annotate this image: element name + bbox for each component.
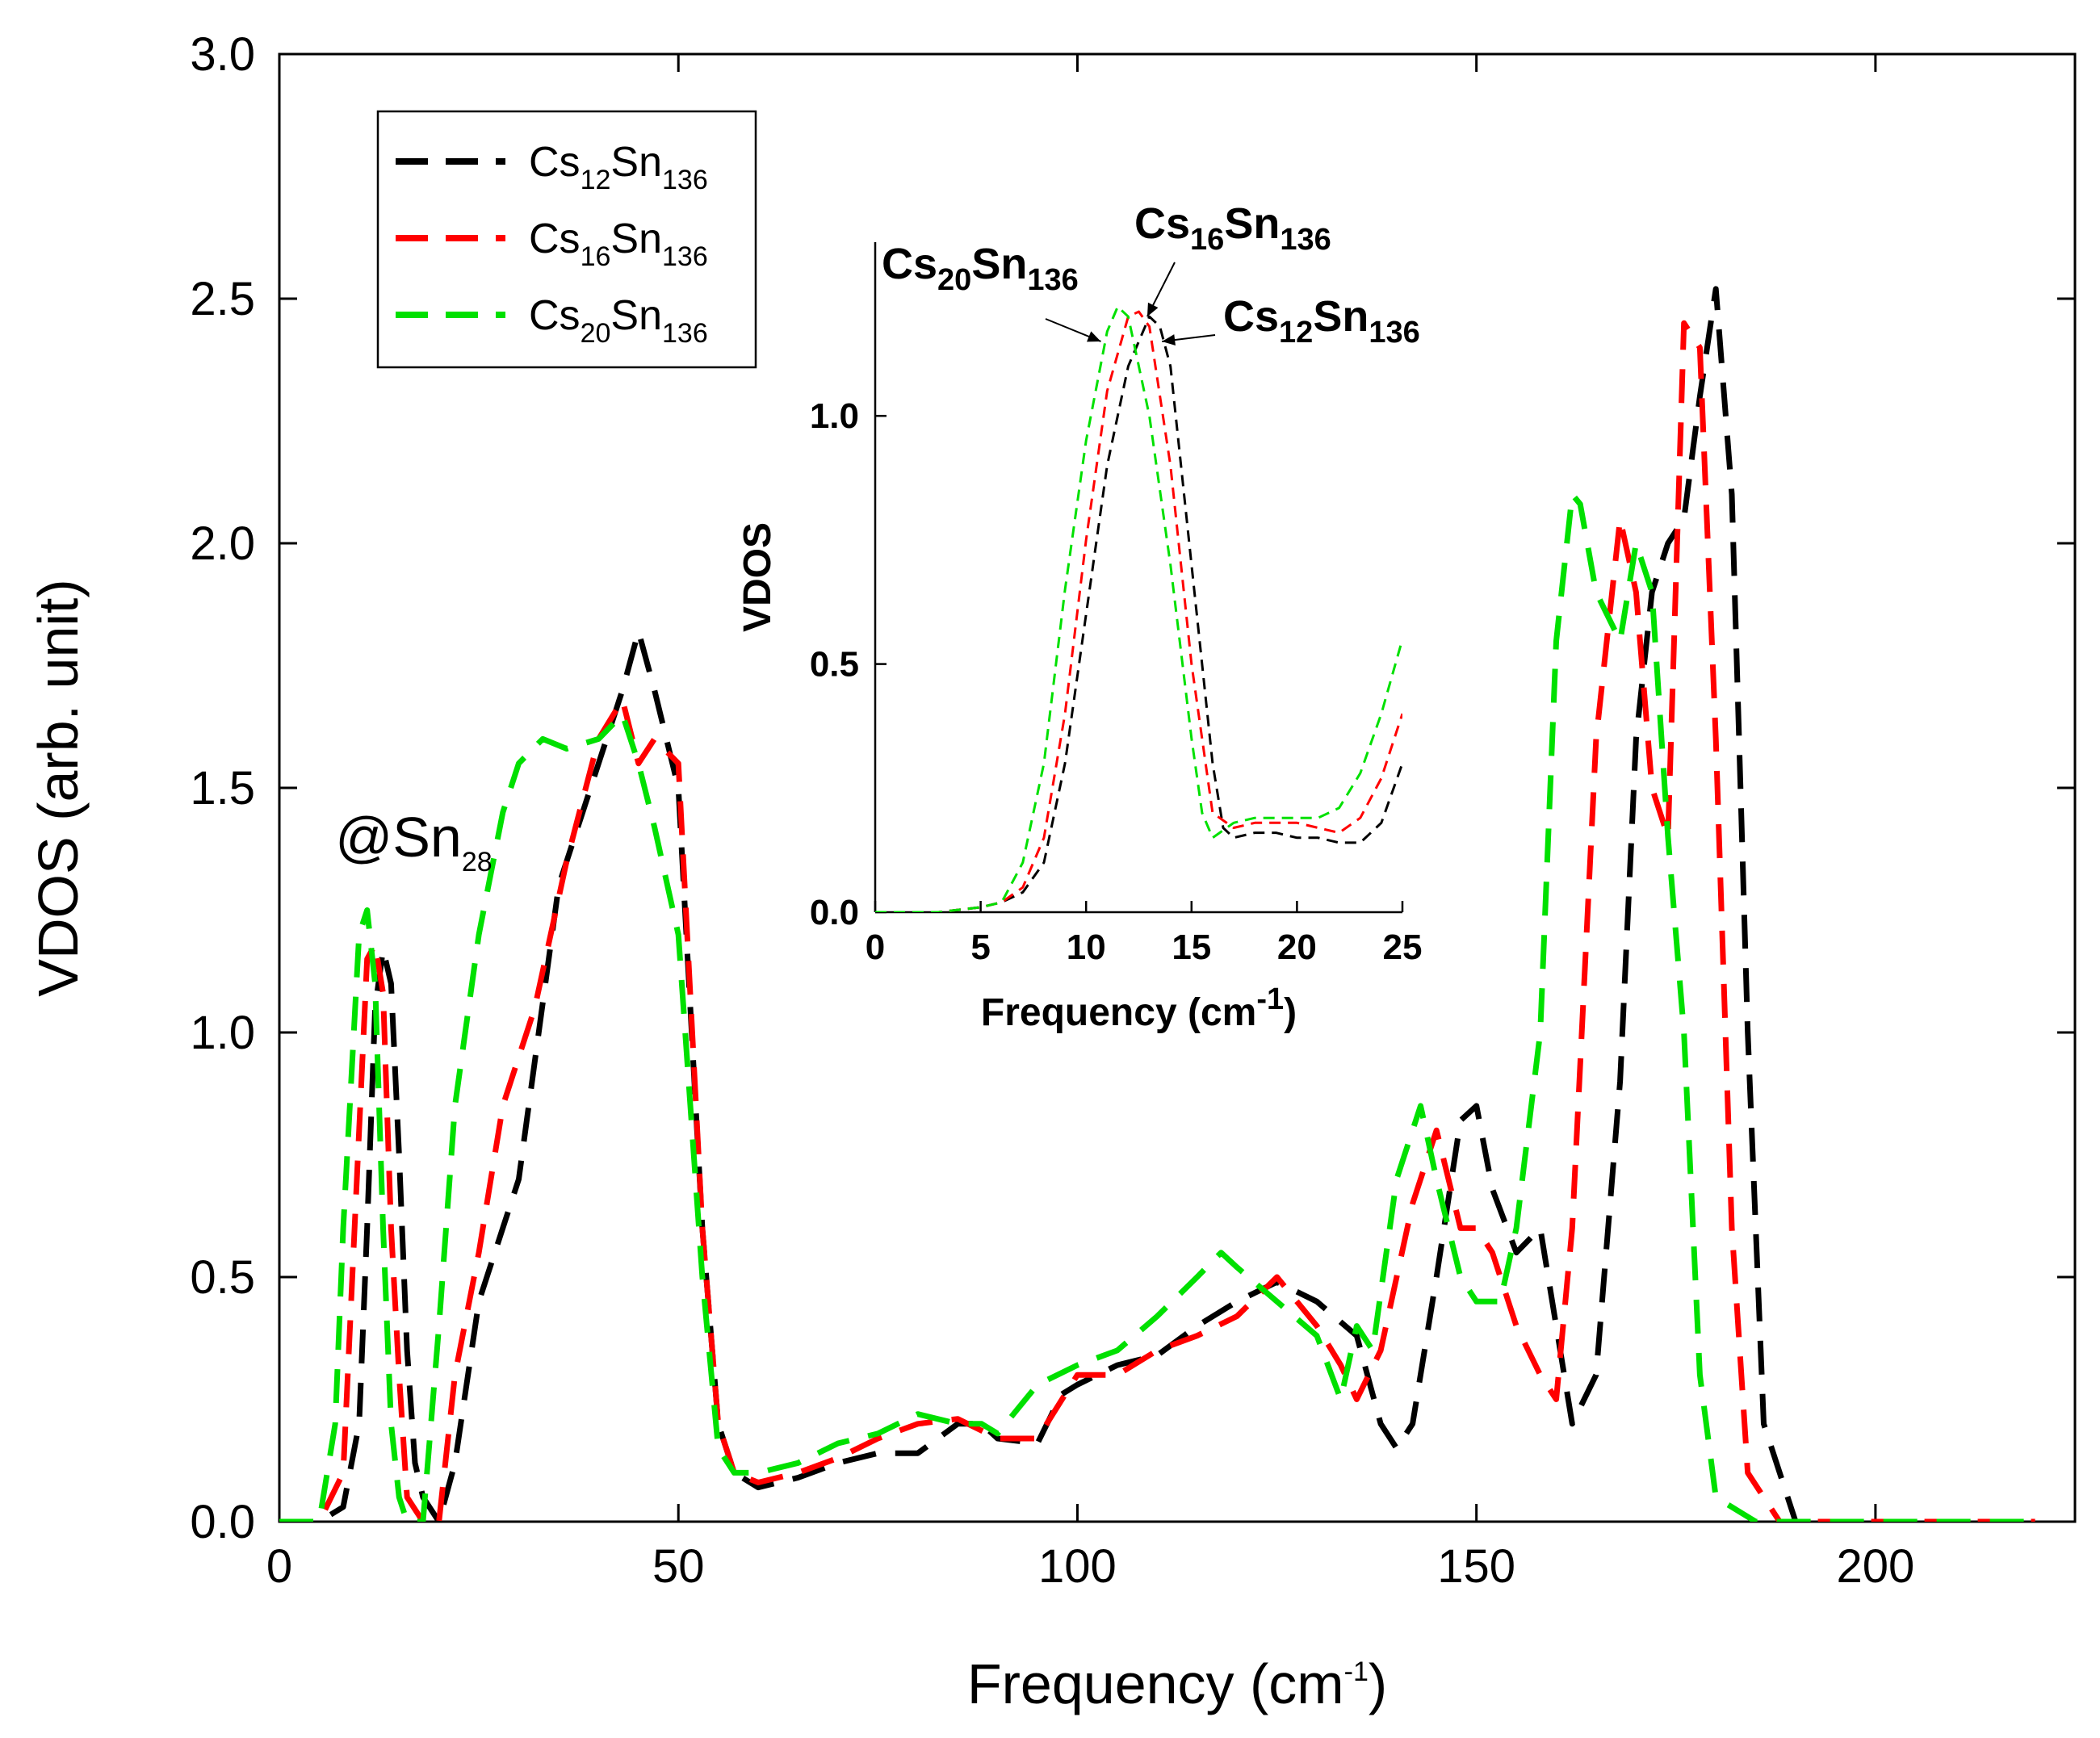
inset-x-tick-label: 20: [1277, 928, 1317, 967]
formula-subscript: 136: [1369, 316, 1419, 350]
main-x-tick-label: 200: [1836, 1540, 1914, 1593]
inset-x-tick-label: 25: [1383, 928, 1423, 967]
main-y-tick-label: 0.0: [190, 1496, 255, 1548]
formula-element: Cs: [529, 216, 581, 262]
inset-arrow-head: [1087, 331, 1101, 342]
formula-element: Cs: [1223, 292, 1279, 341]
legend-label-Cs16Sn136: Cs16Sn136: [529, 216, 708, 272]
formula-subscript: 20: [581, 318, 611, 349]
formula-element: Cs: [1134, 199, 1190, 248]
inset-series-Cs16Sn136: [875, 310, 1402, 912]
inset-peak-label-16: Cs16Sn136: [1134, 199, 1331, 257]
formula-subscript: 16: [1190, 223, 1224, 257]
main-x-tick-label: 150: [1437, 1540, 1515, 1593]
inset-series-Cs20Sn136: [875, 305, 1402, 912]
inset-series-Cs12Sn136: [875, 315, 1402, 912]
main-x-tick-label: 50: [652, 1540, 705, 1593]
x-title-sup: -1: [1256, 982, 1284, 1016]
formula-element: Sn: [1313, 292, 1369, 341]
formula-element: Cs: [529, 292, 581, 339]
formula-subscript: 136: [1027, 263, 1078, 297]
formula-subscript: 136: [1280, 223, 1331, 257]
main-y-axis-title: VDOS (arb. unit): [27, 579, 90, 996]
formula-element: Cs: [882, 240, 937, 288]
formula-subscript: 136: [662, 165, 708, 195]
legend-box: [376, 110, 757, 369]
inset-arrow-head: [1162, 334, 1176, 346]
main-y-tick-label: 2.0: [190, 517, 255, 570]
inset-x-tick-label: 5: [970, 928, 990, 967]
inset-x-tick-label: 15: [1172, 928, 1211, 967]
formula-element: Sn: [610, 139, 662, 186]
x-title-base: Frequency (cm: [967, 1652, 1344, 1715]
main-y-tick-label: 1.5: [190, 762, 255, 815]
main-x-axis-title: Frequency (cm-1): [967, 1652, 1387, 1715]
inset-peak-label-12: Cs12Sn136: [1223, 292, 1420, 350]
main-y-tick-label: 2.5: [190, 273, 255, 325]
main-series-Cs16Sn136: [279, 320, 2035, 1522]
inset-y-axis-title: VDOS: [736, 522, 779, 632]
inset-peak-label-20: Cs20Sn136: [882, 240, 1079, 297]
formula-subscript: 12: [581, 165, 611, 195]
inset-x-axis-title: Frequency (cm-1): [981, 982, 1297, 1034]
x-title-sup: -1: [1344, 1656, 1369, 1687]
main-x-tick-label: 100: [1038, 1540, 1117, 1593]
inset-x-tick-label: 10: [1067, 928, 1106, 967]
formula-subscript: 16: [581, 241, 611, 272]
formula-subscript: 20: [937, 263, 971, 297]
x-title-tail: ): [1284, 991, 1297, 1034]
main-y-tick-label: 3.0: [190, 28, 255, 81]
annotation-text: @Sn: [335, 806, 462, 869]
formula-element: Sn: [610, 216, 662, 262]
inset-y-tick-label: 1.0: [810, 396, 859, 436]
formula-element: Sn: [1224, 199, 1280, 248]
sn28-annotation: @Sn28: [335, 806, 493, 877]
main-x-tick-label: 0: [266, 1540, 292, 1593]
inset-x-tick-label: 0: [866, 928, 885, 967]
formula-element: Sn: [610, 292, 662, 339]
formula-subscript: 136: [662, 318, 708, 349]
x-title-tail: ): [1369, 1652, 1387, 1715]
formula-element: Cs: [529, 139, 581, 186]
inset-y-tick-label: 0.0: [810, 893, 859, 932]
main-plot: 0 50 100 150 2000.00.51.01.52.02.53.0Frequen…: [27, 28, 2077, 1715]
formula-subscript: 136: [662, 241, 708, 272]
annotation-subscript: 28: [462, 847, 493, 877]
legend-label-Cs12Sn136: Cs12Sn136: [529, 139, 708, 195]
formula-subscript: 12: [1279, 316, 1313, 350]
main-series-Cs20Sn136: [279, 491, 2035, 1522]
main-y-tick-label: 1.0: [190, 1007, 255, 1059]
main-y-tick-label: 0.5: [190, 1251, 255, 1304]
inset-plot: 0 5 10 15 20 25 0.0 0.5 1.0 Frequency (cm-1) VDOS C…: [736, 199, 1422, 1034]
formula-element: Sn: [971, 240, 1027, 288]
x-title-base: Frequency (cm: [981, 991, 1256, 1034]
inset-y-tick-label: 0.5: [810, 645, 859, 685]
legend-label-Cs20Sn136: Cs20Sn136: [529, 292, 708, 349]
inset-arrow-head: [1146, 302, 1159, 317]
